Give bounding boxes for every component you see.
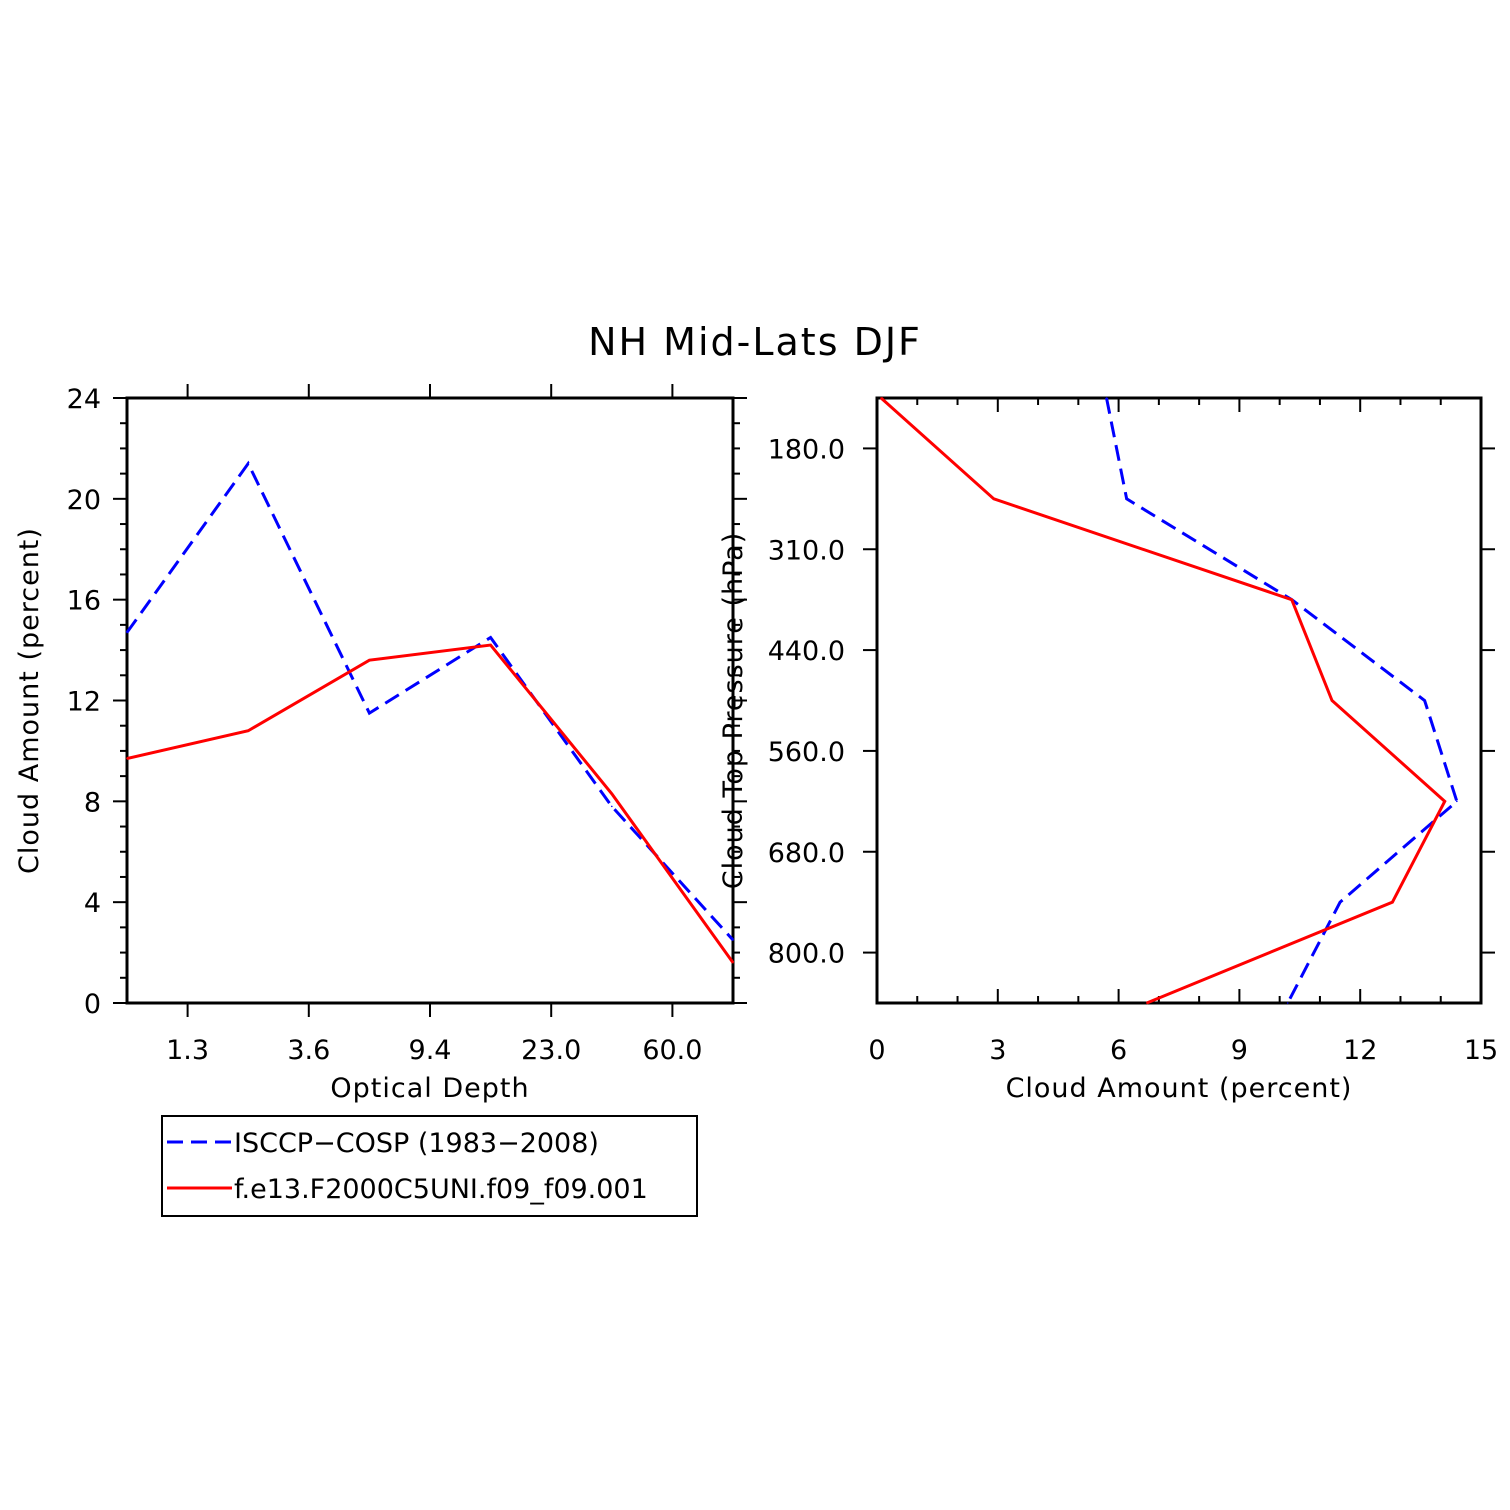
left-plot-frame <box>125 396 735 1005</box>
right-series-obs-line <box>1105 397 1459 1004</box>
left-x-tick-label: 23.0 <box>521 1035 581 1066</box>
right-model-point <box>992 498 995 500</box>
right-y-tick-label: 180.0 <box>768 434 845 465</box>
right-y-axis-label: Cloud Top Pressure (hPa) <box>718 532 749 890</box>
right-obs-point <box>1286 1002 1289 1004</box>
right-series-model-line <box>880 396 1447 1005</box>
left-model-point <box>489 644 492 646</box>
left-y-tick-label: 24 <box>67 384 101 415</box>
left-y-axis-label: Cloud Amount (percent) <box>14 527 45 874</box>
left-x-tick-label: 9.4 <box>409 1035 452 1066</box>
right-y-tick-label: 440.0 <box>768 636 845 667</box>
left-x-tick-label: 1.3 <box>166 1035 209 1066</box>
left-obs-point <box>368 712 371 714</box>
left-y-tick-label: 20 <box>67 485 101 516</box>
left-y-tick-label: 4 <box>84 888 101 919</box>
right-x-axis-label: Cloud Amount (percent) <box>1006 1073 1353 1104</box>
right-y-tick-label: 310.0 <box>768 535 845 566</box>
left-model-point <box>732 961 734 964</box>
right-obs-point <box>1125 498 1128 500</box>
legend: ISCCP−COSP (1983−2008) f.e13.F2000C5UNI.… <box>161 1115 698 1217</box>
right-x-tick-label: 15 <box>1464 1035 1498 1066</box>
right-model-point <box>1290 598 1293 601</box>
left-y-tick-label: 0 <box>84 989 101 1020</box>
legend-label-obs: ISCCP−COSP (1983−2008) <box>234 1128 599 1159</box>
left-obs-point <box>732 939 734 941</box>
left-y-tick-label: 12 <box>67 687 101 718</box>
left-model-point <box>247 729 249 732</box>
right-obs-point <box>1105 397 1108 399</box>
right-x-tick-label: 0 <box>868 1035 885 1066</box>
left-x-axis-label: Optical Depth <box>330 1073 529 1104</box>
right-y-tick-label: 800.0 <box>768 939 845 970</box>
right-x-tick-label: 6 <box>1110 1035 1127 1066</box>
left-obs-point <box>247 462 249 465</box>
left-model-point <box>611 792 613 795</box>
left-y-tick-label: 8 <box>84 787 101 818</box>
right-model-point <box>1443 800 1446 803</box>
right-plot-frame <box>875 396 1483 1005</box>
left-model-point <box>368 659 371 661</box>
right-obs-point <box>1423 699 1426 702</box>
left-obs-point <box>611 805 613 808</box>
left-obs-point <box>126 631 128 634</box>
left-obs-point <box>489 636 492 639</box>
right-y-tick-label: 560.0 <box>768 737 845 768</box>
chart-title: NH Mid-Lats DJF <box>588 320 922 364</box>
right-model-point <box>880 397 882 399</box>
right-obs-point <box>1456 800 1458 803</box>
left-x-tick-label: 60.0 <box>642 1035 702 1066</box>
left-panel: 0 4 8 12 16 20 24 1.3 3.6 9.4 23.0 60.0 Optical Dept… <box>14 384 747 1104</box>
right-model-point <box>1145 1002 1148 1004</box>
right-panel: 0 3 6 9 12 15 180.0 310.0 440.0 560.0 680.0 800.0 Cl… <box>718 396 1498 1104</box>
left-series-obs-line <box>125 460 735 941</box>
legend-box <box>161 1115 698 1217</box>
right-obs-point <box>1339 901 1341 903</box>
left-x-tick-label: 3.6 <box>287 1035 330 1066</box>
left-model-point <box>126 757 128 760</box>
legend-label-model: f.e13.F2000C5UNI.f09_f09.001 <box>234 1174 648 1205</box>
right-model-point <box>1391 901 1394 903</box>
right-model-point <box>1331 699 1333 702</box>
right-x-tick-label: 9 <box>1231 1035 1248 1066</box>
right-x-tick-label: 3 <box>989 1035 1006 1066</box>
right-x-tick-label: 12 <box>1343 1035 1377 1066</box>
left-series-model-line <box>126 643 735 964</box>
right-y-tick-label: 680.0 <box>768 838 845 869</box>
left-y-tick-label: 16 <box>67 586 101 617</box>
